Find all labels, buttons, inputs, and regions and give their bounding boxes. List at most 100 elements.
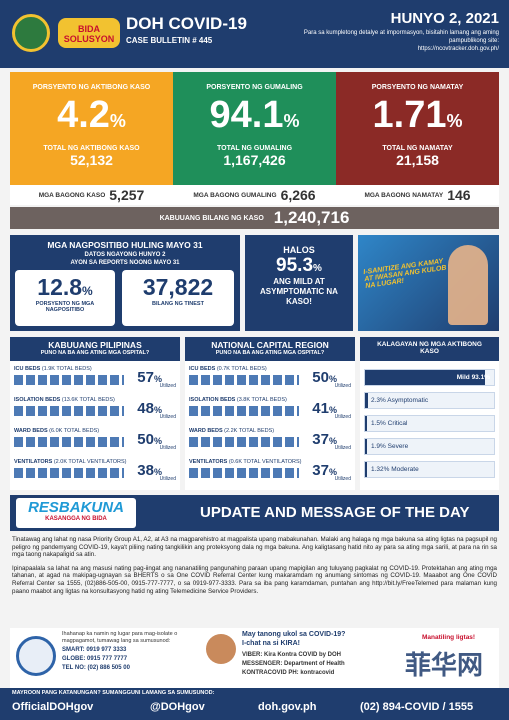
row-label: VENTILATORS (2.0K TOTAL VENTILATORS) xyxy=(14,459,176,465)
footer-note: MAYROON PANG KATANUNGAN? SUMANGGUNI LAMA… xyxy=(12,690,215,696)
utilized-label: Utilized xyxy=(334,414,351,420)
bed-type: ICU BEDS xyxy=(14,366,41,372)
stat-percent-value: 94.1 xyxy=(209,94,284,136)
hospital-row: ISOLATION BEDS (3.8K TOTAL BEDS) 41% Utili… xyxy=(189,397,351,424)
bed-icons xyxy=(189,468,299,478)
hospital-row: ICU BEDS (1.9K TOTAL BEDS) 57% Utilized xyxy=(14,366,176,393)
footer: MAYROON PANG KATANUNGAN? SUMANGGUNI LAMA… xyxy=(0,688,509,720)
hospital-panel: KABUUANG PILIPINAS PUNO NA BA ANG ATING M… xyxy=(10,337,180,490)
stat-percent: 1.71% xyxy=(336,95,499,141)
bed-icons xyxy=(14,437,124,447)
banner-title: UPDATE AND MESSAGE OF THE DAY xyxy=(200,504,470,521)
hospital-panel: NATIONAL CAPITAL REGION PUNO NA BA ANG AT… xyxy=(185,337,355,490)
bed-type: ISOLATION BEDS xyxy=(14,397,61,403)
row-label: WARD BEDS (6.0K TOTAL BEDS) xyxy=(14,428,176,434)
status-row: 1.5% Critical xyxy=(364,415,495,432)
bulletin-number: CASE BULLETIN # 445 xyxy=(126,36,213,45)
status-row: Mild 93.1% xyxy=(364,369,495,386)
percent-sign: % xyxy=(153,467,162,477)
percent-sign: % xyxy=(283,111,300,131)
bed-total: (1.9K TOTAL BEDS) xyxy=(41,366,92,372)
bed-total: (3.8K TOTAL BEDS) xyxy=(236,397,287,403)
percent-sign: % xyxy=(328,405,337,415)
utilization-value: 37 xyxy=(312,462,329,479)
mild-panel: HALOS 95.3% ANG MILD AT ASYMPTOMATIC NA … xyxy=(245,235,353,331)
percent-sign: % xyxy=(313,263,322,274)
positivity-label: PORSYENTO NG MGA NAGPOSITIBO xyxy=(35,301,95,313)
utilization-value: 37 xyxy=(312,431,329,448)
percent-sign: % xyxy=(328,436,337,446)
hospital-row: WARD BEDS (2.2K TOTAL BEDS) 37% Utilized xyxy=(189,428,351,455)
bed-icons xyxy=(189,375,299,385)
resbakuna-text: RESBAKUNA xyxy=(28,499,124,516)
bed-type: VENTILATORS xyxy=(14,459,53,465)
contacts: Ihahanap ka namin ng lugar para mag-isol… xyxy=(10,628,499,688)
new-value: 6,266 xyxy=(280,187,316,203)
bed-total: (6.0K TOTAL BEDS) xyxy=(49,428,100,434)
status-label: 2.3% Asymptomatic xyxy=(371,397,429,404)
bed-icons xyxy=(189,437,299,447)
new-label: MGA BAGONG GUMALING xyxy=(193,191,277,199)
kira-avatar xyxy=(206,634,236,664)
footer-web[interactable]: doh.gov.ph xyxy=(258,701,317,713)
tests-value: 37,822 xyxy=(142,274,214,300)
reminder: Manatiling ligtas! xyxy=(422,634,476,641)
footer-twitter[interactable]: @DOHgov xyxy=(150,701,205,713)
testing-title: MGA NAGPOSITIBO HULING MAYO 31 xyxy=(47,240,203,250)
stat-box: PORSYENTO NG AKTIBONG KASO 4.2% TOTAL NG A… xyxy=(10,72,173,185)
utilization-value: 41 xyxy=(312,400,329,417)
utilized-label: Utilized xyxy=(334,383,351,389)
message-paragraph: Tinatawag ang lahat ng nasa Priority Gro… xyxy=(12,536,497,559)
status-label: 1.32% Moderate xyxy=(371,466,419,473)
testing-sub: DATOS NGAYONG HUNYO 2 xyxy=(84,252,166,258)
bida-logo: BIDA SOLUSYON xyxy=(58,18,120,48)
bed-total: (0.6K TOTAL VENTILATORS) xyxy=(228,459,302,465)
status-bar xyxy=(365,370,486,385)
bed-type: ISOLATION BEDS xyxy=(189,397,236,403)
footer-hotline[interactable]: (02) 894-COVID / 1555 xyxy=(360,701,474,713)
new-row: MGA BAGONG GUMALING 6,266 xyxy=(173,185,336,205)
status-bar xyxy=(365,439,368,454)
positivity-box: 12.8% PORSYENTO NG MGA NAGPOSITIBO xyxy=(15,270,115,326)
bed-total: (0.7K TOTAL BEDS) xyxy=(216,366,267,372)
row-label: ISOLATION BEDS (13.6K TOTAL BEDS) xyxy=(14,397,176,403)
positivity-value: 12.8 xyxy=(37,274,83,300)
bed-type: VENTILATORS xyxy=(189,459,228,465)
tests-label: BILANG NG TINEST xyxy=(152,301,204,307)
bed-total: (2.2K TOTAL BEDS) xyxy=(224,428,275,434)
hospital-row: ICU BEDS (0.7K TOTAL BEDS) 50% Utilized xyxy=(189,366,351,393)
total-cases-value: 1,240,716 xyxy=(273,208,350,227)
tests-box: 37,822 BILANG NG TINEST xyxy=(122,270,234,326)
utilization: 50% xyxy=(312,369,337,386)
bed-total: (13.6K TOTAL BEDS) xyxy=(61,397,115,403)
status-row: 2.3% Asymptomatic xyxy=(364,392,495,409)
stat-percent: 94.1% xyxy=(173,95,336,141)
utilization: 48% xyxy=(137,400,162,417)
utilization-value: 48 xyxy=(137,400,154,417)
contact-tel: TEL NO: (02) 886 505 00 xyxy=(62,665,130,671)
poster-figure xyxy=(448,245,488,325)
status-bar xyxy=(365,462,367,477)
message-paragraph: Ipinapaalala sa lahat na ang masusi nati… xyxy=(12,564,497,595)
status-row: 1.9% Severe xyxy=(364,438,495,455)
utilization: 50% xyxy=(137,431,162,448)
message: Tinatawag ang lahat ng nasa Priority Gro… xyxy=(12,536,497,596)
percent-sign: % xyxy=(153,374,162,384)
poster-text: I-SANITIZE ANG KAMAY AT IWASAN ANG KULOB… xyxy=(362,258,447,291)
row-label: ICU BEDS (0.7K TOTAL BEDS) xyxy=(189,366,351,372)
hospital-row: WARD BEDS (6.0K TOTAL BEDS) 50% Utilized xyxy=(14,428,176,455)
new-value: 146 xyxy=(447,187,471,203)
hospital-row: VENTILATORS (2.0K TOTAL VENTILATORS) 38% U… xyxy=(14,459,176,486)
hospital-header: NATIONAL CAPITAL REGION PUNO NA BA ANG AT… xyxy=(185,337,355,361)
footer-facebook[interactable]: OfficialDOHgov xyxy=(12,701,94,713)
mild-post: ANG MILD AT ASYMPTOMATIC NA KASO! xyxy=(260,277,338,306)
kira-kontracovid: KONTRACOVID PH: kontracovid xyxy=(242,670,335,676)
bed-type: WARD BEDS xyxy=(14,428,48,434)
title: DOH COVID-19 xyxy=(126,14,247,33)
doh-logo xyxy=(12,14,50,52)
percent-sign: % xyxy=(328,467,337,477)
bed-type: ICU BEDS xyxy=(189,366,216,372)
utilization: 37% xyxy=(312,431,337,448)
resbakuna-logo: RESBAKUNA KASANGGA NG BIDA xyxy=(16,498,136,528)
